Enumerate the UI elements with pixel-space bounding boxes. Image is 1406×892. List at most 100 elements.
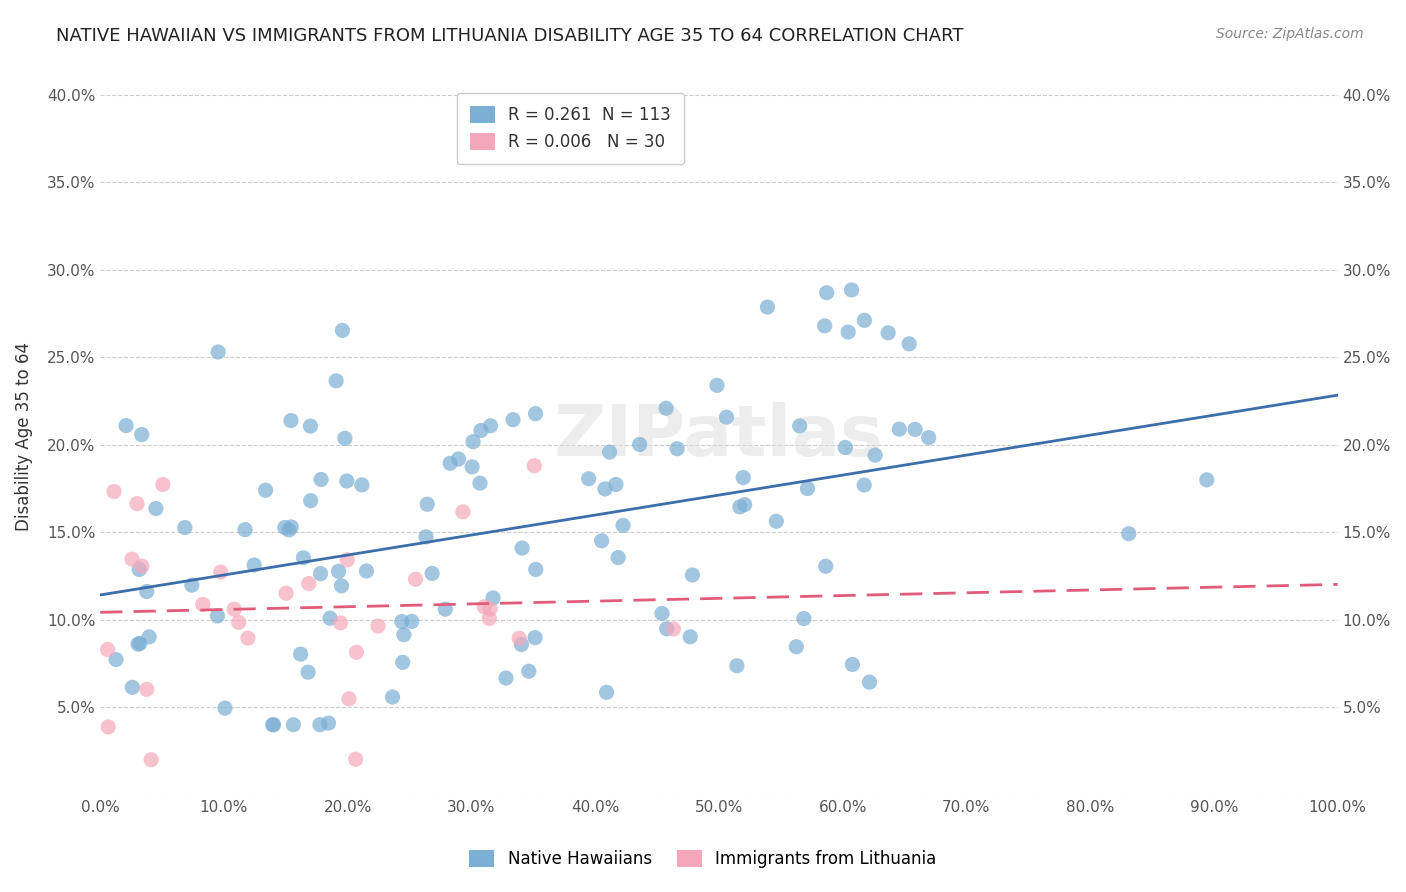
Point xyxy=(131,559,153,574)
Point xyxy=(328,564,350,578)
Point xyxy=(298,576,321,591)
Point xyxy=(733,470,755,484)
Point xyxy=(274,520,297,534)
Point xyxy=(716,410,738,425)
Point xyxy=(837,325,859,339)
Point xyxy=(841,657,863,672)
Point xyxy=(145,501,167,516)
Point xyxy=(224,602,246,616)
Point xyxy=(470,424,492,438)
Point xyxy=(262,717,284,731)
Point xyxy=(853,478,876,492)
Point xyxy=(599,445,621,459)
Point xyxy=(785,640,807,654)
Point xyxy=(336,474,359,488)
Point xyxy=(628,437,651,451)
Point xyxy=(214,701,236,715)
Point xyxy=(280,520,302,534)
Point xyxy=(793,611,815,625)
Point xyxy=(236,631,259,645)
Point xyxy=(523,458,546,473)
Point xyxy=(135,682,157,697)
Point xyxy=(405,572,427,586)
Point xyxy=(789,419,811,434)
Point xyxy=(309,717,332,731)
Point xyxy=(263,717,285,731)
Point xyxy=(350,478,373,492)
Point xyxy=(605,477,627,491)
Point xyxy=(666,442,689,456)
Point xyxy=(135,584,157,599)
Point xyxy=(472,599,495,614)
Point xyxy=(280,413,302,427)
Point xyxy=(415,530,437,544)
Point xyxy=(814,318,837,333)
Point xyxy=(391,656,413,670)
Point xyxy=(877,326,900,340)
Text: NATIVE HAWAIIAN VS IMMIGRANTS FROM LITHUANIA DISABILITY AGE 35 TO 64 CORRELATION: NATIVE HAWAIIAN VS IMMIGRANTS FROM LITHU… xyxy=(56,27,963,45)
Point xyxy=(290,647,312,661)
Point xyxy=(138,630,160,644)
Point xyxy=(115,418,138,433)
Point xyxy=(233,523,256,537)
Text: ZIPatlas: ZIPatlas xyxy=(554,401,884,471)
Point xyxy=(152,477,174,491)
Point xyxy=(367,619,389,633)
Point xyxy=(607,550,630,565)
Point xyxy=(517,665,540,679)
Point xyxy=(756,300,779,314)
Point xyxy=(292,550,315,565)
Point xyxy=(344,752,367,766)
Point xyxy=(309,566,332,581)
Point xyxy=(344,645,367,659)
Point xyxy=(299,493,322,508)
Point xyxy=(524,631,547,645)
Point xyxy=(309,473,332,487)
Point xyxy=(725,658,748,673)
Legend: R = 0.261  N = 113, R = 0.006   N = 30: R = 0.261 N = 113, R = 0.006 N = 30 xyxy=(457,93,685,164)
Point xyxy=(333,431,356,445)
Point xyxy=(765,514,787,528)
Point xyxy=(207,345,229,359)
Point xyxy=(578,472,600,486)
Point xyxy=(679,630,702,644)
Y-axis label: Disability Age 35 to 64: Disability Age 35 to 64 xyxy=(15,342,32,531)
Point xyxy=(439,456,461,470)
Point xyxy=(917,431,939,445)
Point xyxy=(858,675,880,690)
Point xyxy=(127,637,149,651)
Point xyxy=(180,578,202,592)
Point xyxy=(461,459,484,474)
Point xyxy=(524,407,547,421)
Point xyxy=(593,482,616,496)
Point xyxy=(728,500,751,514)
Point xyxy=(815,285,838,300)
Point xyxy=(853,313,876,327)
Point xyxy=(329,615,352,630)
Point xyxy=(121,552,143,566)
Point xyxy=(325,374,347,388)
Point xyxy=(651,607,673,621)
Point xyxy=(105,652,128,666)
Point xyxy=(330,579,353,593)
Point xyxy=(191,598,214,612)
Point xyxy=(283,717,305,731)
Point xyxy=(356,564,378,578)
Point xyxy=(510,541,533,555)
Point xyxy=(451,505,474,519)
Point xyxy=(447,452,470,467)
Point xyxy=(502,412,524,426)
Point xyxy=(207,608,229,623)
Point xyxy=(131,427,153,442)
Point xyxy=(904,422,927,436)
Point xyxy=(416,497,439,511)
Point xyxy=(332,323,354,337)
Point xyxy=(97,720,120,734)
Point xyxy=(482,591,505,605)
Point xyxy=(392,628,415,642)
Point xyxy=(510,638,533,652)
Point xyxy=(128,636,150,650)
Point xyxy=(121,681,143,695)
Point xyxy=(103,484,125,499)
Point xyxy=(841,283,863,297)
